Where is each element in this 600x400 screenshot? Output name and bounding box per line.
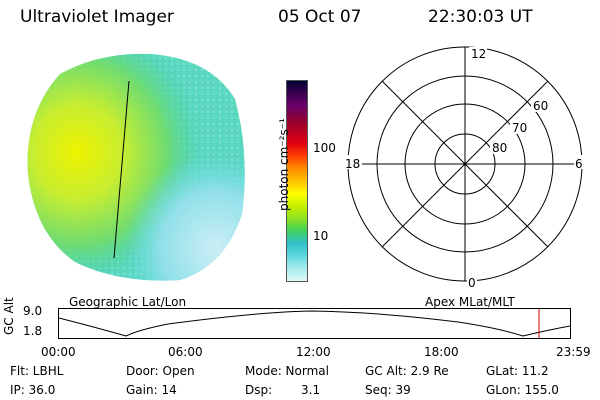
ip-value: IP: 36.0 [10, 383, 56, 397]
gc-alt-tick-1-8: 1.8 [23, 324, 43, 338]
colorbar-unit-label: photon cm⁻²s⁻¹ [277, 118, 291, 211]
glon-value: GLon: 155.0 [486, 383, 559, 397]
time-label: 22:30:03 UT [428, 7, 533, 27]
mode-value: Mode: Normal [245, 364, 329, 378]
dsp-label: Dsp: [245, 383, 273, 397]
mlat-label-60: 60 [533, 99, 548, 113]
mlt-label-0: 0 [468, 276, 476, 290]
seq-value: Seq: 39 [365, 383, 411, 397]
mlt-label-18: 18 [345, 157, 360, 171]
gc-alt-value: GC Alt: 2.9 Re [365, 364, 449, 378]
geographic-label: Geographic Lat/Lon [69, 295, 187, 309]
gain-value: Gain: 14 [126, 383, 177, 397]
mlat-label-80: 80 [492, 141, 507, 155]
colorbar-tick-10: 10 [313, 229, 329, 243]
altitude-curve [58, 310, 571, 337]
mlt-label-6: 6 [575, 157, 583, 171]
polar-plot: 12 18 6 0 60 70 80 [344, 46, 586, 290]
colorbar [286, 80, 308, 282]
door-status: Door: Open [126, 364, 195, 378]
time-tick-1200: 12:00 [296, 345, 331, 359]
gc-alt-axis-label: GC Alt [2, 297, 16, 335]
time-tick-1800: 18:00 [424, 345, 459, 359]
scan-line [113, 80, 130, 259]
filter-value: Flt: LBHL [10, 364, 64, 378]
gc-alt-tick-9: 9.0 [23, 304, 43, 318]
apex-label: Apex MLat/MLT [425, 295, 515, 309]
glat-value: GLat: 11.2 [486, 364, 549, 378]
time-tick-0000: 00:00 [41, 345, 76, 359]
uv-image-disk [27, 53, 245, 281]
mlt-label-12: 12 [471, 47, 486, 61]
time-tick-2359: 23:59 [556, 345, 591, 359]
imager-title: Ultraviolet Imager [20, 7, 174, 27]
colorbar-tick-100: 100 [313, 141, 336, 155]
date-label: 05 Oct 07 [278, 7, 362, 27]
altitude-timeline [58, 308, 571, 339]
mlat-label-70: 70 [512, 121, 527, 135]
time-tick-0600: 06:00 [168, 345, 203, 359]
dsp-value: 3.1 [301, 383, 321, 397]
